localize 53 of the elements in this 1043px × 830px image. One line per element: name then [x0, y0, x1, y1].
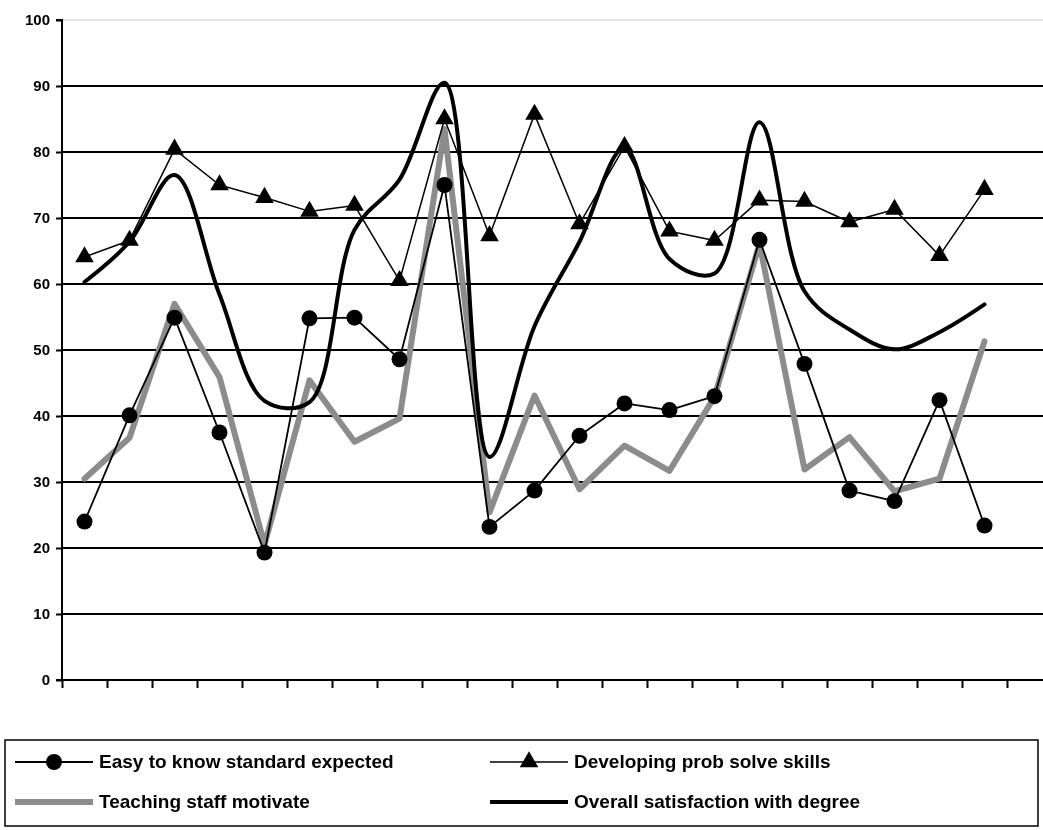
- legend-label: Easy to know standard expected: [99, 751, 394, 772]
- legend-label: Developing prob solve skills: [574, 751, 831, 772]
- point: [480, 225, 499, 242]
- point: [751, 231, 768, 248]
- point: [345, 194, 364, 211]
- point: [976, 517, 993, 534]
- legend-label: Teaching staff motivate: [99, 791, 310, 812]
- y-tick-label: 10: [33, 605, 50, 623]
- point: [750, 189, 769, 206]
- point: [76, 513, 93, 530]
- y-tick-label: 20: [33, 539, 50, 557]
- point: [705, 229, 724, 246]
- point: [301, 310, 318, 327]
- legend-label: Overall satisfaction with degree: [574, 791, 861, 812]
- point: [121, 407, 138, 424]
- point: [571, 427, 588, 444]
- point: [931, 392, 948, 409]
- y-tick-label: 30: [33, 473, 50, 491]
- y-tick-label: 0: [41, 671, 50, 689]
- point: [795, 190, 814, 207]
- point: [930, 244, 949, 261]
- point: [661, 402, 678, 419]
- point: [616, 395, 633, 412]
- point: [391, 351, 408, 368]
- point: [210, 174, 229, 191]
- point: [660, 220, 679, 237]
- point: [481, 518, 498, 535]
- point: [975, 178, 994, 195]
- point: [346, 309, 363, 326]
- y-tick-label: 90: [33, 77, 50, 95]
- point: [841, 482, 858, 499]
- point: [525, 103, 544, 120]
- point: [885, 198, 904, 215]
- point: [166, 309, 183, 326]
- point: [390, 269, 409, 287]
- point: [256, 544, 273, 561]
- point: [300, 200, 319, 217]
- y-tick-label: 50: [33, 341, 50, 359]
- point: [435, 108, 454, 125]
- point: [75, 246, 94, 263]
- y-tick-label: 100: [24, 11, 50, 29]
- point: [840, 211, 859, 228]
- y-tick-label: 80: [33, 143, 50, 161]
- point: [796, 355, 813, 372]
- y-tick-label: 70: [33, 209, 50, 227]
- y-tick-label: 40: [33, 407, 50, 425]
- point: [526, 482, 543, 499]
- point: [886, 493, 903, 510]
- point: [706, 388, 723, 405]
- y-tick-label: 60: [33, 275, 50, 293]
- point: [211, 424, 228, 441]
- point: [165, 138, 184, 155]
- point: [255, 186, 274, 203]
